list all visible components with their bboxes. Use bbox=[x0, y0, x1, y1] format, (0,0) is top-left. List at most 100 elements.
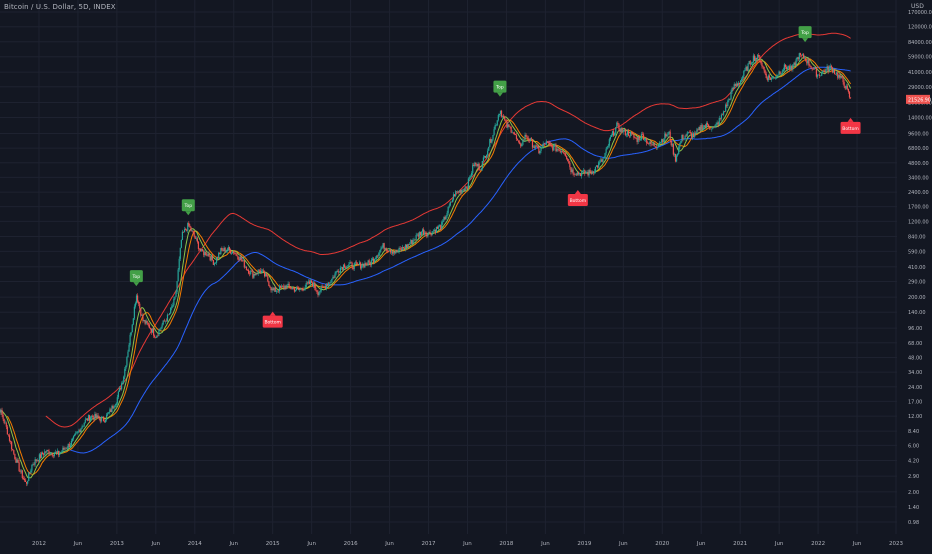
candle-body bbox=[821, 72, 823, 76]
candle-body bbox=[298, 288, 300, 291]
candle-body bbox=[636, 138, 638, 142]
candle-body bbox=[460, 190, 462, 194]
price-tick-label: 840.00 bbox=[908, 234, 926, 240]
candle-body bbox=[487, 150, 489, 155]
candle-body bbox=[245, 266, 248, 270]
time-axis[interactable]: 2012 Jun 2013 Jun 2014 Jun 2015 Jun 2016 Jun 2017 J… bbox=[32, 541, 904, 547]
candle-body bbox=[210, 255, 212, 261]
candle-body bbox=[169, 313, 171, 315]
candle-body bbox=[197, 241, 200, 249]
candle-body bbox=[691, 133, 694, 138]
candle-body bbox=[32, 464, 34, 465]
candle-body bbox=[84, 419, 86, 423]
candle-body bbox=[632, 133, 634, 135]
candle-body bbox=[745, 66, 747, 71]
candle-body bbox=[126, 357, 128, 366]
candle-body bbox=[29, 472, 31, 473]
candle-body bbox=[471, 173, 473, 177]
candle-body bbox=[757, 55, 759, 60]
candle-body bbox=[351, 262, 353, 268]
candle-body bbox=[775, 77, 777, 79]
candle-body bbox=[375, 258, 377, 259]
candle-body bbox=[385, 248, 387, 251]
candle-body bbox=[792, 64, 794, 70]
candle-body bbox=[331, 278, 333, 283]
candle-body bbox=[355, 262, 357, 264]
candle-body bbox=[417, 234, 419, 237]
candle-body bbox=[125, 365, 127, 369]
candle-body bbox=[293, 288, 296, 292]
candle-body bbox=[303, 289, 305, 291]
candle-body bbox=[156, 335, 158, 338]
candle-body bbox=[378, 253, 380, 257]
candle-body bbox=[299, 289, 301, 291]
candle-body bbox=[576, 172, 578, 176]
candle-body bbox=[814, 67, 816, 69]
time-tick-label: Jun bbox=[852, 541, 862, 547]
candle-body bbox=[520, 143, 522, 147]
candle-body bbox=[553, 145, 555, 151]
candle-body bbox=[646, 138, 648, 144]
candle-body bbox=[13, 450, 15, 454]
candle-body bbox=[432, 231, 434, 232]
candle-body bbox=[765, 73, 767, 79]
candle-body bbox=[568, 161, 570, 163]
candle-body bbox=[534, 146, 536, 148]
candle-body bbox=[778, 71, 780, 75]
candle-body bbox=[225, 250, 227, 253]
candle-body bbox=[725, 104, 727, 112]
candle-body bbox=[340, 267, 343, 268]
candle-body bbox=[478, 163, 480, 170]
candle-body bbox=[16, 459, 18, 463]
candle-body bbox=[287, 283, 289, 286]
candle-body bbox=[436, 226, 439, 229]
candle-body bbox=[220, 248, 222, 254]
candle-body bbox=[826, 66, 828, 69]
candle-body bbox=[39, 454, 42, 458]
candle-body bbox=[728, 98, 730, 101]
candle-body bbox=[273, 287, 275, 291]
candle-body bbox=[42, 452, 44, 455]
price-axis[interactable]: 170000.00 120000.00 84000.00 59000.00 41000.… bbox=[908, 10, 932, 526]
candle-body bbox=[539, 150, 541, 154]
candle-body bbox=[376, 255, 378, 259]
candle-body bbox=[631, 132, 633, 134]
candle-body bbox=[14, 453, 16, 459]
candle-body bbox=[621, 127, 623, 133]
candle-body bbox=[735, 83, 737, 86]
candle-body bbox=[506, 121, 508, 128]
marker-pointer bbox=[496, 92, 503, 97]
last-price-label: 21526.90 bbox=[908, 97, 931, 103]
candle-body bbox=[282, 285, 284, 287]
candle-body bbox=[841, 76, 843, 78]
candle-body bbox=[635, 138, 637, 139]
candle-body bbox=[228, 247, 230, 250]
candle-body bbox=[115, 403, 117, 406]
candle-body bbox=[86, 418, 89, 421]
candle-body bbox=[659, 142, 662, 144]
price-tick-label: 96.00 bbox=[908, 326, 922, 332]
candle-body bbox=[541, 146, 543, 148]
candle-body bbox=[844, 86, 846, 89]
candle-body bbox=[348, 264, 350, 266]
bottom-signal-marker: Bottom bbox=[567, 189, 588, 206]
candle-body bbox=[124, 368, 126, 377]
candle-body bbox=[231, 251, 234, 254]
candle-body bbox=[167, 314, 170, 316]
candle-body bbox=[275, 290, 277, 292]
candle-body bbox=[598, 162, 600, 168]
candle-body bbox=[491, 139, 493, 143]
candle-body bbox=[159, 328, 161, 330]
candle-body bbox=[0, 409, 1, 413]
candle-body bbox=[165, 320, 168, 322]
candle-body bbox=[625, 134, 628, 136]
candle-body bbox=[363, 263, 365, 268]
candle-body bbox=[112, 405, 114, 409]
candle-body bbox=[243, 260, 245, 268]
candle-body bbox=[435, 226, 438, 233]
candle-body bbox=[161, 324, 163, 328]
time-tick-label: 2015 bbox=[266, 541, 280, 547]
candle-body bbox=[77, 431, 79, 433]
candle-body bbox=[651, 144, 653, 145]
